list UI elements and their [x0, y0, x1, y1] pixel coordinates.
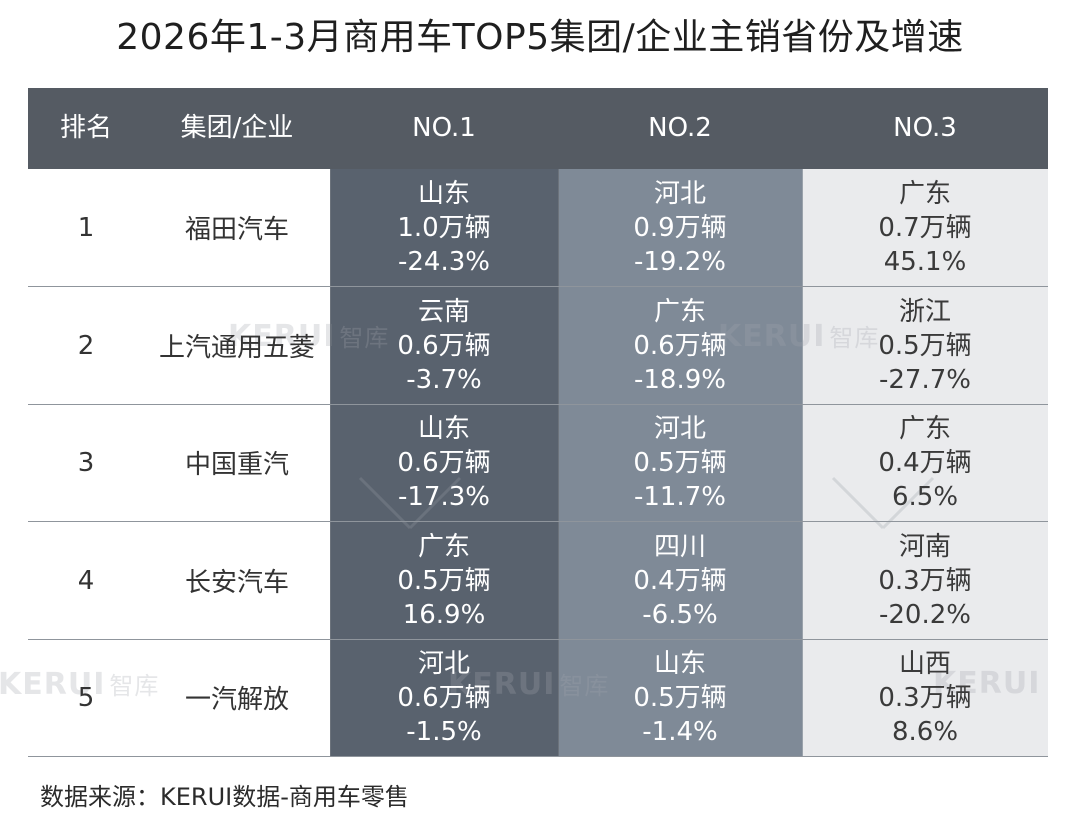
province: 云南 [417, 296, 470, 327]
rank-cell: 5 [77, 682, 95, 713]
no1-column-background [330, 169, 558, 757]
no1-cell: 河北 0.6万辆 -1.5% [330, 639, 558, 757]
volume: 0.5万辆 [878, 330, 972, 361]
table-row: 1 福田汽车 山东 1.0万辆 -24.3% 河北 0.9万辆 -19.2% 广… [28, 169, 1048, 287]
volume: 0.3万辆 [878, 682, 972, 713]
no2-cell: 山东 0.5万辆 -1.4% [558, 639, 802, 757]
volume: 0.6万辆 [397, 682, 491, 713]
table-row: 3 中国重汽 山东 0.6万辆 -17.3% 河北 0.5万辆 -11.7% 广… [28, 404, 1048, 522]
no2-cell: 广东 0.6万辆 -18.9% [558, 287, 802, 405]
company-cell: 长安汽车 [184, 568, 289, 599]
province: 广东 [653, 296, 706, 327]
table-row: 5 一汽解放 河北 0.6万辆 -1.5% 山东 0.5万辆 -1.4% 山西 … [28, 639, 1048, 757]
header-rank: 排名 [59, 113, 112, 143]
province: 四川 [653, 531, 706, 562]
no3-column-background [802, 169, 1048, 757]
province: 河北 [653, 413, 706, 444]
no1-cell: 山东 1.0万辆 -24.3% [330, 169, 558, 287]
row-divider [28, 639, 1048, 640]
table-row: 4 长安汽车 广东 0.5万辆 16.9% 四川 0.4万辆 -6.5% 河南 … [28, 522, 1048, 640]
growth: -1.4% [642, 716, 718, 747]
company-cell: 一汽解放 [184, 685, 289, 716]
growth: 45.1% [883, 246, 967, 277]
province: 河南 [898, 531, 951, 562]
growth: 16.9% [402, 599, 486, 630]
growth: -20.2% [879, 599, 971, 630]
growth: -6.5% [642, 599, 718, 630]
province: 河北 [653, 178, 706, 209]
rank-cell: 4 [77, 565, 95, 596]
growth: -1.5% [406, 716, 482, 747]
growth: 6.5% [891, 481, 959, 512]
rank-cell: 3 [77, 447, 95, 478]
rank-cell: 1 [77, 212, 95, 243]
growth: -11.7% [634, 481, 726, 512]
company-cell: 福田汽车 [184, 215, 289, 246]
no2-cell: 河北 0.5万辆 -11.7% [558, 404, 802, 522]
province: 广东 [898, 413, 951, 444]
row-divider [28, 286, 1048, 287]
province: 山东 [417, 413, 470, 444]
header-no1: NO.1 [412, 113, 476, 143]
volume: 0.5万辆 [633, 682, 727, 713]
row-divider [28, 404, 1048, 405]
header-company: 集团/企业 [180, 113, 294, 143]
volume: 0.5万辆 [633, 447, 727, 478]
province: 山西 [898, 648, 951, 679]
volume: 0.7万辆 [878, 212, 972, 243]
volume: 0.4万辆 [878, 447, 972, 478]
header-no3: NO.3 [893, 113, 957, 143]
column-divider [558, 169, 559, 757]
no3-cell: 广东 0.7万辆 45.1% [802, 169, 1048, 287]
volume: 0.5万辆 [397, 565, 491, 596]
row-divider [28, 521, 1048, 522]
volume: 0.6万辆 [633, 330, 727, 361]
table-bottom-border [28, 756, 1048, 757]
no3-cell: 浙江 0.5万辆 -27.7% [802, 287, 1048, 405]
table-row: 2 上汽通用五菱 云南 0.6万辆 -3.7% 广东 0.6万辆 -18.9% … [28, 287, 1048, 405]
province: 河北 [417, 648, 470, 679]
province: 山东 [417, 178, 470, 209]
province: 广东 [417, 531, 470, 562]
growth: -3.7% [406, 364, 482, 395]
province: 浙江 [898, 296, 951, 327]
no2-cell: 河北 0.9万辆 -19.2% [558, 169, 802, 287]
header-no2: NO.2 [648, 113, 712, 143]
volume: 0.6万辆 [397, 330, 491, 361]
volume: 1.0万辆 [397, 212, 491, 243]
volume: 0.9万辆 [633, 212, 727, 243]
no2-column-background [558, 169, 802, 757]
company-cell: 上汽通用五菱 [158, 333, 315, 364]
growth: -18.9% [634, 364, 726, 395]
column-divider [802, 169, 803, 757]
company-cell: 中国重汽 [184, 450, 289, 481]
table-header: 排名 集团/企业 NO.1 NO.2 NO.3 [28, 88, 1048, 169]
volume: 0.4万辆 [633, 565, 727, 596]
no2-cell: 四川 0.4万辆 -6.5% [558, 522, 802, 640]
volume: 0.6万辆 [397, 447, 491, 478]
no1-cell: 广东 0.5万辆 16.9% [330, 522, 558, 640]
column-divider [330, 169, 331, 757]
volume: 0.3万辆 [878, 565, 972, 596]
growth: -27.7% [879, 364, 971, 395]
rank-cell: 2 [77, 330, 95, 361]
growth: -24.3% [398, 246, 490, 277]
province: 山东 [653, 648, 706, 679]
data-source-note: 数据来源：KERUI数据-商用车零售 [40, 783, 409, 811]
no3-cell: 广东 0.4万辆 6.5% [802, 404, 1048, 522]
growth: 8.6% [891, 716, 959, 747]
no3-cell: 河南 0.3万辆 -20.2% [802, 522, 1048, 640]
growth: -17.3% [398, 481, 490, 512]
page-title: 2026年1-3月商用车TOP5集团/企业主销省份及增速 [116, 17, 964, 58]
no3-cell: 山西 0.3万辆 8.6% [802, 639, 1048, 757]
growth: -19.2% [634, 246, 726, 277]
ranking-table: 排名 集团/企业 NO.1 NO.2 NO.3 KERUI 智库 KERUI 智库 … [0, 88, 1048, 757]
no1-cell: 云南 0.6万辆 -3.7% [330, 287, 558, 405]
no1-cell: 山东 0.6万辆 -17.3% [330, 404, 558, 522]
province: 广东 [898, 178, 951, 209]
